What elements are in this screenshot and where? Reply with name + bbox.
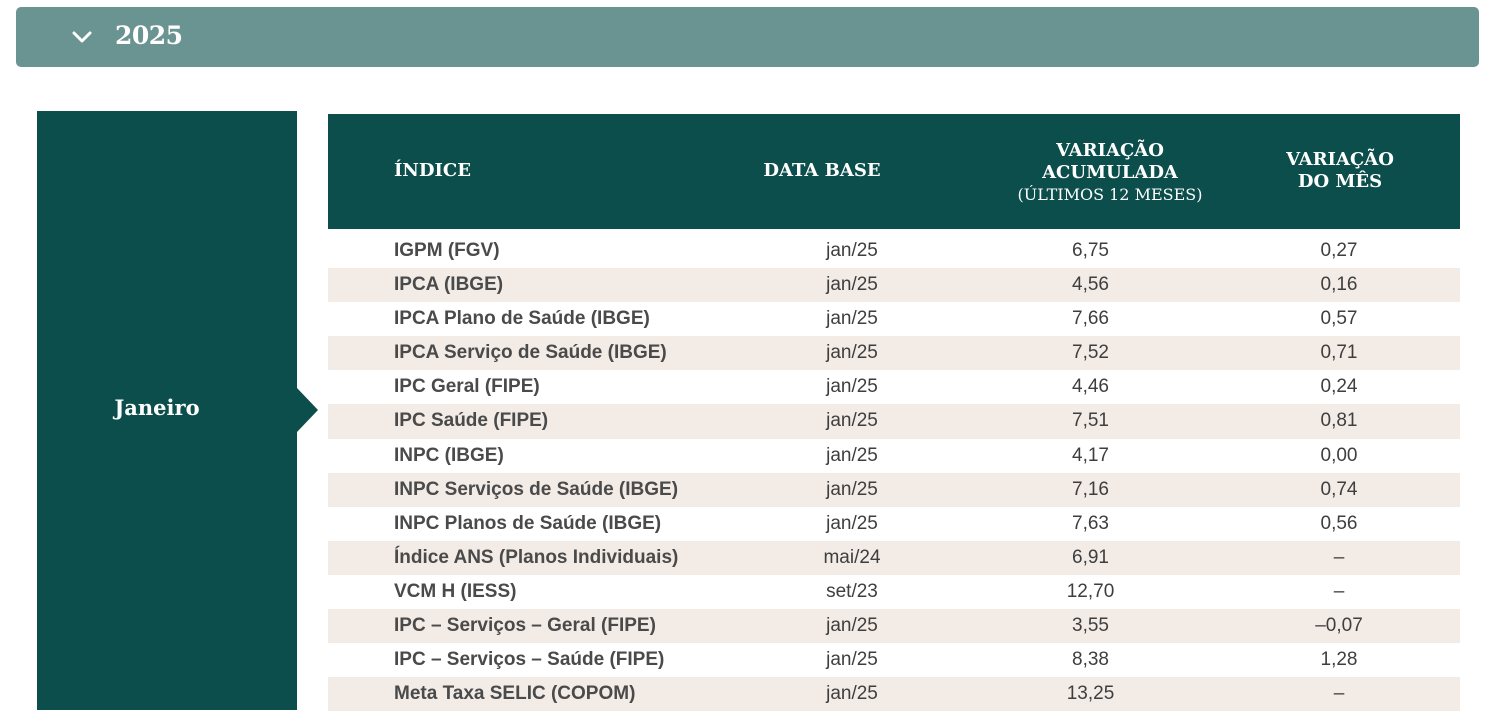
- header-acum-sub: (ÚLTIMOS 12 MESES): [1017, 185, 1203, 204]
- row-variacao-acumulada: 4,56: [1072, 274, 1109, 296]
- row-variacao-mes: 0,24: [1320, 376, 1358, 398]
- row-data-base: jan/25: [826, 649, 878, 671]
- header-indice: ÍNDICE: [394, 160, 471, 181]
- row-variacao-acumulada: 6,91: [1072, 546, 1109, 568]
- row-variacao-mes: 0,16: [1320, 274, 1358, 296]
- row-variacao-acumulada: 13,25: [1066, 683, 1115, 705]
- table-row: IGPM (FGV) jan/25 6,75 0,27: [328, 234, 1460, 268]
- row-indice: IPC Saúde (FIPE): [394, 410, 549, 432]
- table-row: IPC Geral (FIPE) jan/25 4,46 0,24: [328, 370, 1460, 404]
- row-data-base: jan/25: [826, 274, 878, 296]
- row-data-base: jan/25: [826, 615, 878, 637]
- row-variacao-mes: 1,28: [1320, 649, 1358, 671]
- row-data-base: set/23: [826, 580, 878, 602]
- table-row: IPC – Serviços – Saúde (FIPE) jan/25 8,3…: [328, 643, 1460, 677]
- table-row: IPCA Serviço de Saúde (IBGE) jan/25 7,52…: [328, 336, 1460, 371]
- row-variacao-acumulada: 7,51: [1072, 410, 1109, 432]
- header-mes-line2: DO MÊS: [1297, 171, 1383, 192]
- row-variacao-acumulada: 4,17: [1072, 444, 1109, 466]
- row-variacao-acumulada: 7,16: [1072, 478, 1109, 500]
- table-row: IPC – Serviços – Geral (FIPE) jan/25 3,5…: [328, 609, 1460, 644]
- row-indice: IPCA (IBGE): [394, 274, 504, 296]
- row-data-base: jan/25: [826, 240, 878, 261]
- row-variacao-acumulada: 6,75: [1072, 240, 1109, 261]
- month-label: Janeiro: [114, 395, 200, 420]
- header-acum-line2: ACUMULADA: [1042, 162, 1178, 183]
- header-variacao-acumulada: VARIAÇÃO ACUMULADA (ÚLTIMOS 12 MESES): [988, 140, 1232, 206]
- table-body: IGPM (FGV) jan/25 6,75 0,27 IPCA (IBGE) …: [328, 234, 1460, 712]
- row-variacao-acumulada: 4,46: [1072, 376, 1109, 398]
- row-data-base: mai/24: [823, 546, 881, 568]
- table-row: Meta Taxa SELIC (COPOM) jan/25 13,25 –: [328, 677, 1460, 712]
- row-data-base: jan/25: [826, 308, 878, 330]
- row-indice: IPC Geral (FIPE): [394, 376, 540, 398]
- row-variacao-acumulada: 3,55: [1072, 615, 1109, 637]
- row-variacao-acumulada: 8,38: [1072, 649, 1109, 671]
- row-variacao-acumulada: 7,52: [1072, 342, 1109, 364]
- row-indice: Meta Taxa SELIC (COPOM): [394, 683, 636, 705]
- row-indice: INPC Serviços de Saúde (IBGE): [394, 478, 679, 500]
- row-indice: IPCA Serviço de Saúde (IBGE): [394, 342, 667, 364]
- month-panel: Janeiro: [37, 111, 297, 710]
- row-indice: IPC – Serviços – Saúde (FIPE): [394, 649, 665, 671]
- row-variacao-mes: 0,74: [1320, 478, 1358, 500]
- row-data-base: jan/25: [826, 683, 878, 705]
- table-row: IPC Saúde (FIPE) jan/25 7,51 0,81: [328, 404, 1460, 439]
- table-row: INPC Planos de Saúde (IBGE) jan/25 7,63 …: [328, 507, 1460, 541]
- row-variacao-mes: 0,00: [1320, 444, 1358, 466]
- row-variacao-acumulada: 7,63: [1072, 512, 1109, 534]
- month-pointer-arrow: [297, 388, 318, 432]
- row-variacao-mes: –: [1333, 580, 1345, 602]
- table-header: ÍNDICE DATA BASE VARIAÇÃO ACUMULADA (ÚLT…: [328, 114, 1460, 229]
- row-variacao-mes: –0,07: [1315, 615, 1363, 637]
- row-indice: INPC Planos de Saúde (IBGE): [394, 512, 662, 534]
- header-acum-line1: VARIAÇÃO: [1056, 140, 1164, 161]
- table-row: INPC (IBGE) jan/25 4,17 0,00: [328, 439, 1460, 473]
- row-data-base: jan/25: [826, 342, 878, 364]
- row-data-base: jan/25: [826, 512, 878, 534]
- table-row: IPCA Plano de Saúde (IBGE) jan/25 7,66 0…: [328, 302, 1460, 336]
- chevron-down-icon[interactable]: [70, 25, 94, 49]
- table-row: INPC Serviços de Saúde (IBGE) jan/25 7,1…: [328, 472, 1460, 507]
- row-variacao-acumulada: 7,66: [1072, 308, 1109, 330]
- row-variacao-mes: 0,57: [1320, 308, 1358, 330]
- year-label: 2025: [115, 21, 183, 50]
- row-data-base: jan/25: [826, 376, 878, 398]
- year-accordion-header[interactable]: 2025: [16, 7, 1479, 67]
- row-variacao-acumulada: 12,70: [1066, 580, 1115, 602]
- row-indice: VCM H (IESS): [394, 580, 517, 602]
- row-indice: INPC (IBGE): [394, 444, 504, 466]
- row-indice: IPCA Plano de Saúde (IBGE): [394, 308, 650, 330]
- table-row: Índice ANS (Planos Individuais) mai/24 6…: [328, 540, 1460, 575]
- row-indice: IPC – Serviços – Geral (FIPE): [394, 615, 656, 637]
- row-data-base: jan/25: [826, 410, 878, 432]
- row-variacao-mes: –: [1333, 683, 1345, 705]
- row-variacao-mes: 0,56: [1320, 512, 1358, 534]
- row-indice: IGPM (FGV): [394, 240, 500, 261]
- row-variacao-mes: –: [1333, 546, 1345, 568]
- row-variacao-mes: 0,71: [1320, 342, 1358, 364]
- table-row: VCM H (IESS) set/23 12,70 –: [328, 575, 1460, 609]
- header-variacao-mes: VARIAÇÃO DO MÊS: [1246, 149, 1434, 193]
- table-row: IPCA (IBGE) jan/25 4,56 0,16: [328, 268, 1460, 303]
- row-variacao-mes: 0,27: [1320, 240, 1358, 261]
- header-mes-line1: VARIAÇÃO: [1286, 149, 1394, 170]
- row-data-base: jan/25: [826, 444, 878, 466]
- row-variacao-mes: 0,81: [1320, 410, 1358, 432]
- header-data-base: DATA BASE: [763, 160, 881, 181]
- row-indice: Índice ANS (Planos Individuais): [394, 546, 679, 568]
- row-data-base: jan/25: [826, 478, 878, 500]
